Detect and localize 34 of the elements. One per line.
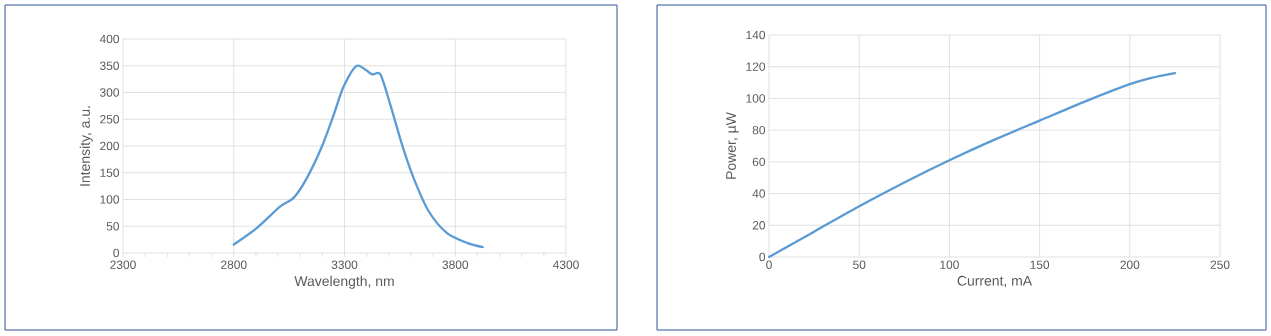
y-tick-label: 50 [106,222,120,231]
y-tick-label: 0 [113,248,120,258]
x-tick-label: 2800 [221,260,247,269]
x-tick-label: 4300 [552,260,579,269]
x-tick-label: 3300 [331,260,358,269]
x-tick-label: 3800 [442,260,469,269]
x-tick-label: 0 [766,260,772,269]
y-tick-label: 100 [746,94,766,103]
x-tick-label: 250 [1210,260,1230,269]
y-axis-title: Intensity, a.u. [79,106,93,186]
y-tick-label: 80 [752,125,766,135]
line-series [232,64,484,249]
y-tick-label: 400 [99,34,120,44]
y-tick-label: 20 [752,221,766,230]
y-axis-title: Power, µW [726,112,739,179]
y-tick-label: 40 [752,189,766,198]
x-axis-title: Current, mA [957,275,1033,288]
y-tick-label: 140 [746,30,766,40]
x-tick-label: 150 [1030,260,1050,269]
x-tick-label: 200 [1120,260,1140,269]
y-tick-label: 350 [99,61,120,70]
y-tick-label: 120 [746,62,766,71]
y-tick-label: 200 [100,141,120,151]
y-tick-label: 100 [100,195,120,204]
x-tick-label: 2300 [110,260,136,269]
y-tick-label: 250 [100,115,120,124]
y-tick-label: 60 [752,157,766,167]
x-axis-title: Wavelength, nm [294,275,394,289]
x-tick-label: 50 [853,260,866,269]
x-tick-label: 100 [940,260,959,269]
y-tick-label: 150 [100,168,120,177]
y-tick-label: 300 [99,88,120,97]
line-series [767,71,1177,259]
y-tick-label: 0 [759,252,766,262]
